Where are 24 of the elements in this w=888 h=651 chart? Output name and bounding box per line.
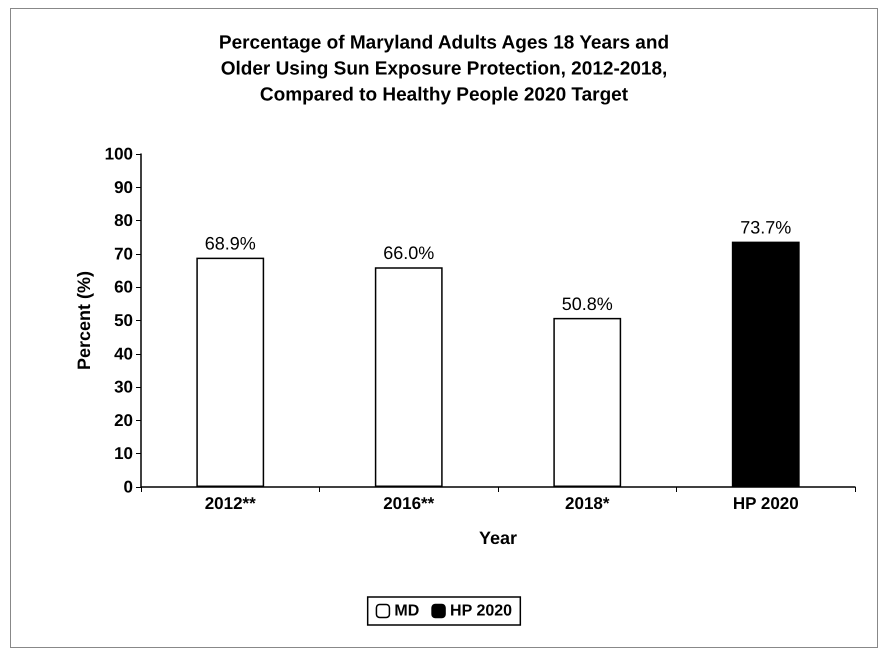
x-tick-label: 2018* — [565, 494, 610, 513]
data-label: 73.7% — [740, 218, 792, 238]
x-tick-label: HP 2020 — [732, 494, 799, 513]
y-tick-label: 20 — [114, 410, 133, 430]
x-tick-label: 2012** — [204, 494, 256, 513]
y-axis-title: Percent (%) — [74, 270, 94, 370]
y-tick-label: 50 — [114, 311, 133, 330]
y-tick-label: 40 — [114, 344, 133, 364]
legend-label: MD — [394, 602, 420, 620]
legend-label: HP 2020 — [450, 602, 512, 620]
x-axis-title: Year — [478, 528, 518, 548]
y-tick-label: 80 — [114, 211, 133, 230]
y-tick-label: 30 — [114, 378, 133, 397]
y-tick-label: 90 — [114, 178, 133, 197]
data-label: 68.9% — [204, 234, 256, 254]
x-tick-label: 2016** — [383, 494, 435, 513]
data-label: 66.0% — [383, 243, 434, 264]
data-label: 50.8% — [562, 294, 613, 314]
y-tick-label: 10 — [114, 444, 133, 464]
y-tick-label: 60 — [114, 278, 133, 297]
y-tick-label: 70 — [114, 244, 133, 264]
y-tick-label: 0 — [124, 478, 133, 496]
chart-title: Percentage of Maryland Adults Ages 18 Years and Older Using Sun Exposure Protection, 2012-2018, Compared to Healthy People 2020 Target — [218, 32, 670, 106]
y-tick-label: 100 — [104, 144, 133, 164]
